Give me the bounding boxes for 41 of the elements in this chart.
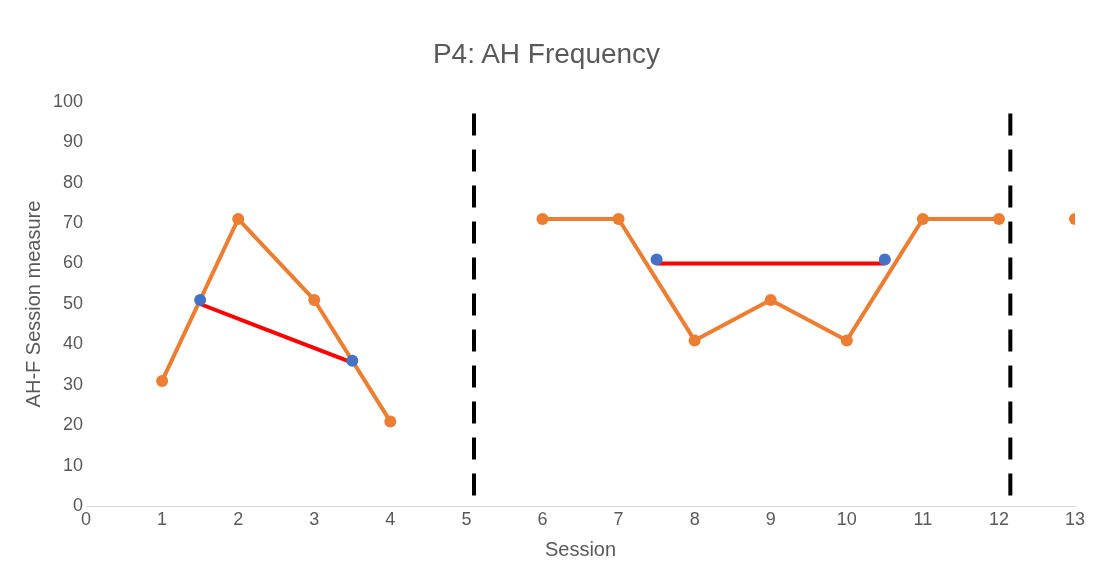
y-tick-label: 50: [63, 292, 84, 313]
y-tick-label: 30: [63, 373, 84, 394]
x-tick-label: 2: [233, 509, 244, 530]
point: [308, 293, 321, 306]
x-tick-label: 1: [157, 509, 168, 530]
x-tick-label: 11: [913, 509, 933, 530]
point: [878, 253, 891, 266]
x-tick-label: 4: [385, 509, 396, 530]
point: [688, 334, 701, 347]
x-tick-label: 7: [613, 509, 624, 530]
x-tick-label: 6: [537, 509, 548, 530]
point: [346, 354, 359, 367]
y-tick-label: 60: [63, 252, 84, 273]
point: [612, 212, 625, 225]
x-tick-label: 5: [461, 509, 472, 530]
point: [156, 374, 169, 387]
y-tick-label: 100: [52, 90, 84, 111]
y-tick-label: 40: [63, 333, 84, 354]
chart-title: P4: AH Frequency: [432, 37, 661, 69]
x-tick-label: 8: [689, 509, 700, 530]
x-tick-label: 9: [765, 509, 776, 530]
point: [536, 212, 549, 225]
x-tick-label: 13: [1064, 509, 1086, 530]
point: [992, 212, 1005, 225]
x-tick-label: 3: [309, 509, 320, 530]
y-tick-label: 80: [63, 171, 84, 192]
point: [384, 415, 397, 428]
x-axis-title: Session: [544, 537, 617, 560]
point: [840, 334, 853, 347]
y-tick-label: 10: [63, 454, 84, 475]
y-tick-label: 90: [63, 131, 84, 152]
point: [232, 212, 245, 225]
point: [194, 293, 207, 306]
y-axis-title: AH-F Session measure: [21, 200, 44, 408]
y-tick-label: 20: [63, 414, 84, 435]
point: [916, 212, 929, 225]
point: [764, 293, 777, 306]
x-tick-label: 10: [836, 509, 857, 530]
x-tick-label: 12: [988, 509, 1009, 530]
y-tick-label: 70: [63, 212, 84, 233]
point: [650, 253, 663, 266]
